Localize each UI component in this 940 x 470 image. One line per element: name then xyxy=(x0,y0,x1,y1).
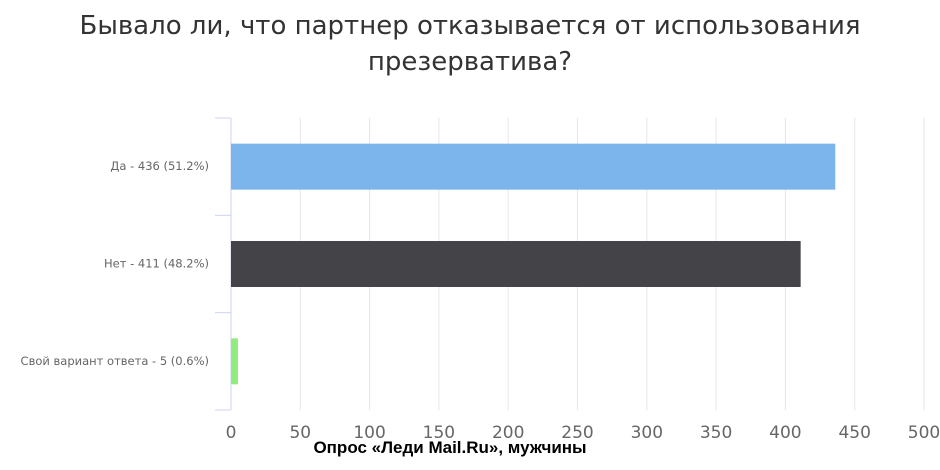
y-tick-label: Свой вариант ответа - 5 (0.6%) xyxy=(21,354,209,368)
chart-title: Бывало ли, что партнер отказывается от и… xyxy=(79,11,861,77)
bar xyxy=(231,241,801,287)
x-tick-label: 200 xyxy=(492,423,524,443)
x-tick-label: 50 xyxy=(289,423,311,443)
bar xyxy=(231,143,836,190)
x-tick-label: 0 xyxy=(226,423,237,443)
x-tick-label: 400 xyxy=(769,423,801,443)
footer: Опрос «Леди Mail.Ru», мужчины xyxy=(313,438,587,457)
x-tick-label: 350 xyxy=(700,423,732,443)
bar xyxy=(231,338,238,385)
x-tick-label: 150 xyxy=(423,423,455,443)
x-tick-label: 500 xyxy=(908,423,940,443)
y-tick-label: Да - 436 (51.2%) xyxy=(110,159,209,173)
x-tick-label: 450 xyxy=(838,423,870,443)
x-tick-label: 250 xyxy=(561,423,593,443)
y-tick-label: Нет - 411 (48.2%) xyxy=(104,257,209,271)
x-tick-label: 300 xyxy=(631,423,663,443)
x-tick-label: 100 xyxy=(353,423,385,443)
